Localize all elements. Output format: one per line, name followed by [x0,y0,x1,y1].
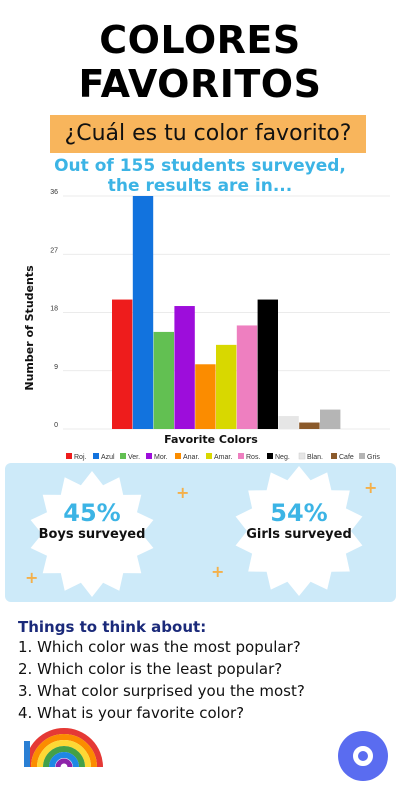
subtitle: ¿Cuál es tu color favorito? [64,121,352,146]
legend-label: Roj. [74,454,87,461]
page-title: COLORES FAVORITOS [0,18,400,106]
y-tick-label: 36 [50,189,58,196]
rainbow-icon [24,728,103,768]
legend-swatch [298,452,306,460]
girls-label: Girls surveyed [246,527,352,542]
think-title: Things to think about: [18,618,207,636]
y-tick-label: 9 [54,364,58,371]
bar-blan [278,416,299,429]
bar-amar [216,344,237,429]
legend-swatch [206,453,212,459]
legend-swatch [120,453,126,459]
bar-azul [132,196,154,429]
bar-roj [112,299,133,429]
legend-swatch [267,453,273,459]
legend-label: Blan. [307,454,323,461]
legend-swatch [146,453,152,459]
sparkle-plus-icon: + [364,478,378,497]
sparkle-plus-icon: + [211,562,225,581]
legend-label: Mor. [154,454,168,461]
bar-anar [195,364,216,429]
subtitle-highlight [50,115,366,153]
legend-swatch [66,453,72,459]
y-tick-label: 27 [50,247,58,254]
question-item: 2. Which color is the least popular? [18,660,283,678]
legend-label: Anar. [183,454,199,461]
legend-swatch [175,453,181,459]
girls-percent: 54% [270,499,328,527]
title-line-2: FAVORITOS [78,62,322,106]
legend-label: Azul [101,454,115,461]
survey-line-2: the results are in... [107,176,293,196]
bar-ver [153,331,174,429]
legend-swatch [359,453,365,459]
survey-caption: Out of 155 students surveyed, the result… [0,156,400,196]
bar-mor [174,306,195,429]
legend-label: Neg. [275,454,290,461]
legend-swatch [93,453,99,459]
sparkle-plus-icon: + [25,568,39,587]
boys-percent: 45% [63,499,121,527]
bar-gris [320,409,341,429]
y-tick-label: 18 [50,306,58,313]
legend-label: Gris [367,454,380,461]
starburst-boys [30,471,154,597]
circle-action-inner [353,746,373,766]
question-item: 3. What color surprised you the most? [18,682,305,700]
legend-label: Amar. [214,454,232,461]
survey-line-1: Out of 155 students surveyed, [54,156,346,176]
legend-label: Ros. [246,454,260,461]
starburst-girls [235,466,363,596]
bar-ros [236,325,258,429]
circle-action-icon[interactable] [338,731,388,781]
bar-neg [257,299,278,429]
title-line-1: COLORES [99,18,301,62]
sparkle-plus-icon: + [176,483,190,502]
legend-label: Ver. [128,454,140,461]
x-axis-title: Favorite Colors [164,433,258,446]
bar-cafe [299,422,320,429]
legend-label: Cafe [339,454,354,461]
y-axis-title: Number of Students [23,265,36,391]
question-item: 4. What is your favorite color? [18,704,245,722]
y-tick-label: 0 [54,422,58,429]
question-list: 1. Which color was the most popular? 2. … [18,636,388,724]
bar-chart: 0 9 18 27 36 Favorite Colors Number of Student… [23,189,390,461]
legend-swatch [238,453,244,459]
question-item: 1. Which color was the most popular? [18,638,301,656]
legend-swatch [331,453,337,459]
boys-label: Boys surveyed [38,527,146,542]
